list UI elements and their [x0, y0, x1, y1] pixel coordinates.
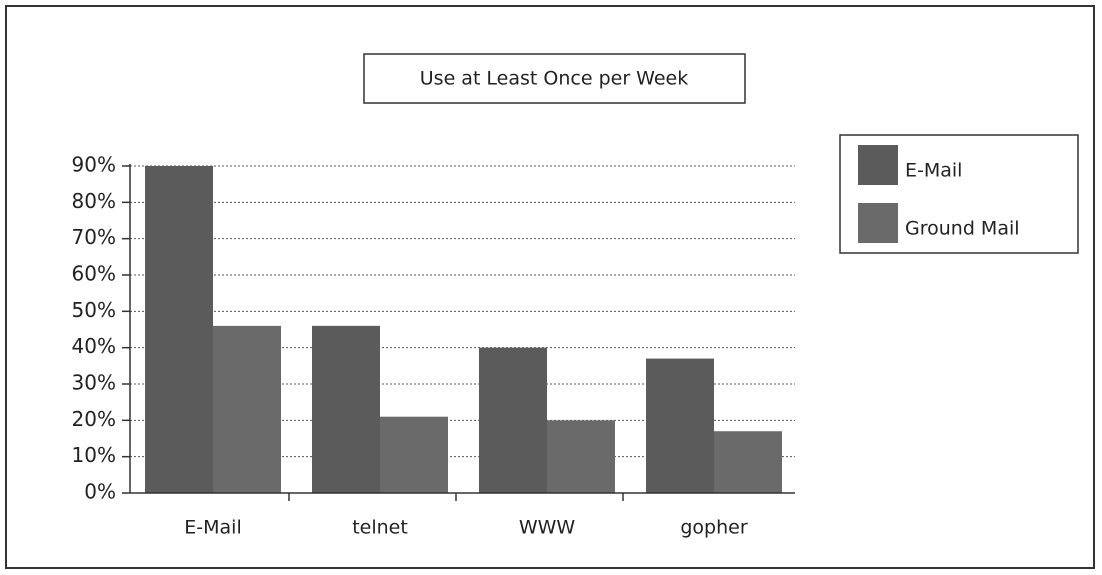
bar [714, 431, 782, 493]
y-tick-label: 30% [72, 371, 116, 395]
bar [547, 420, 615, 493]
y-tick-label: 10% [72, 443, 116, 467]
y-tick-label: 90% [72, 153, 116, 177]
bar [213, 325, 281, 493]
bar [145, 166, 213, 493]
bar [646, 358, 714, 493]
y-tick-label: 0% [84, 480, 116, 504]
bar [380, 416, 448, 493]
chart-title: Use at Least Once per Week [420, 68, 688, 90]
x-tick-label: E-Mail [184, 517, 241, 539]
y-tick-label: 50% [72, 298, 116, 322]
x-tick-label: gopher [680, 517, 747, 539]
legend-swatch [858, 145, 898, 185]
y-tick-label: 20% [72, 407, 116, 431]
x-tick-label: telnet [352, 517, 408, 539]
x-tick-label: WWW [519, 517, 576, 539]
legend-swatch [858, 203, 898, 243]
y-tick-label: 40% [72, 334, 116, 358]
y-tick-label: 80% [72, 189, 116, 213]
bar [479, 347, 547, 493]
legend-label: E-Mail [905, 160, 962, 182]
title-box [363, 53, 746, 104]
bar [312, 325, 380, 493]
legend-label: Ground Mail [905, 218, 1020, 240]
y-tick-label: 70% [72, 225, 116, 249]
y-tick-label: 60% [72, 262, 116, 286]
